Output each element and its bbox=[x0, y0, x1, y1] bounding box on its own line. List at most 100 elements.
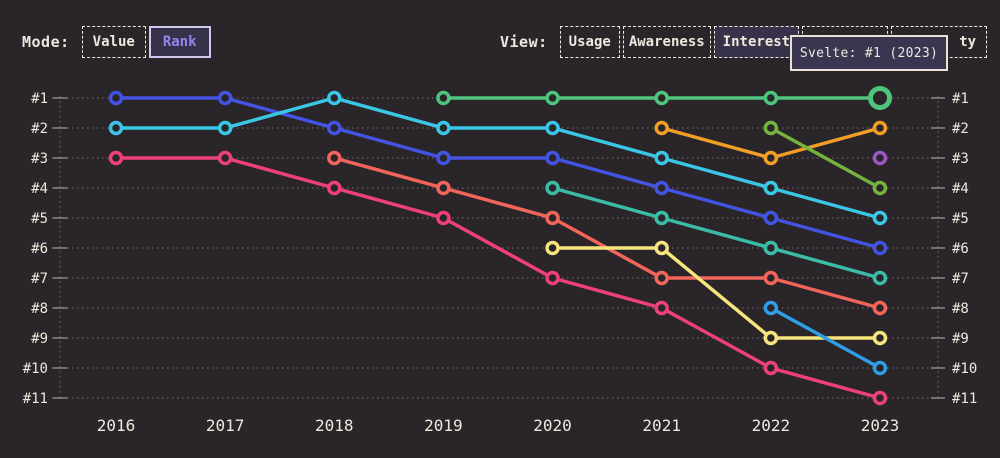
data-point-cyan-2020[interactable] bbox=[545, 120, 560, 136]
rank-label-left: #10 bbox=[23, 361, 48, 377]
series-line-coral bbox=[332, 156, 882, 310]
year-label: 2016 bbox=[97, 416, 136, 435]
data-point-teal-2022[interactable] bbox=[763, 240, 779, 256]
chart-tooltip-text: Svelte: #1 (2023) bbox=[799, 45, 939, 61]
data-point-teal-2020[interactable] bbox=[545, 180, 560, 196]
rank-label-left: #1 bbox=[31, 91, 48, 107]
data-point-blue-2023[interactable] bbox=[872, 240, 888, 256]
data-point-rose-2023[interactable] bbox=[872, 390, 888, 406]
data-point-Svelte-2023[interactable] bbox=[867, 86, 892, 110]
data-point-lime-2022[interactable] bbox=[763, 120, 779, 136]
data-point-teal-2021[interactable] bbox=[654, 210, 669, 226]
view-usage-button[interactable]: Usage bbox=[559, 26, 620, 58]
view-awareness-button[interactable]: Awareness bbox=[622, 26, 711, 58]
rank-label-right: #2 bbox=[952, 121, 969, 137]
data-point-rose-2020[interactable] bbox=[545, 270, 560, 286]
series-line-teal bbox=[550, 186, 882, 280]
rank-label-left: #3 bbox=[31, 151, 48, 167]
mode-rank-button[interactable]: Rank bbox=[148, 26, 211, 58]
rank-label-left: #9 bbox=[31, 331, 48, 347]
year-label: 2021 bbox=[642, 416, 681, 435]
data-point-rose-2021[interactable] bbox=[654, 300, 669, 316]
data-point-yellow-2023[interactable] bbox=[872, 330, 888, 346]
rank-label-left: #8 bbox=[31, 301, 48, 317]
rank-label-right: #5 bbox=[952, 211, 969, 227]
data-point-teal-2023[interactable] bbox=[872, 270, 888, 286]
data-point-cyan-2022[interactable] bbox=[763, 180, 779, 196]
data-point-rose-2016[interactable] bbox=[108, 150, 124, 166]
data-point-Svelte-2019[interactable] bbox=[436, 90, 451, 106]
series-line-lime bbox=[769, 126, 882, 190]
data-point-rose-2019[interactable] bbox=[436, 210, 451, 226]
toolbar: Mode: Value Rank View: Usage Awareness I… bbox=[0, 0, 1000, 80]
rank-label-left: #4 bbox=[31, 181, 48, 197]
data-point-sky-2023[interactable] bbox=[872, 360, 888, 376]
year-label: 2018 bbox=[315, 416, 354, 435]
data-point-cyan-2023[interactable] bbox=[872, 210, 888, 226]
rank-label-left: #11 bbox=[23, 391, 48, 407]
rank-label-right: #4 bbox=[952, 181, 969, 197]
mode-label: Mode: bbox=[22, 33, 70, 51]
view-label: View: bbox=[500, 33, 548, 51]
rank-label-left: #7 bbox=[31, 271, 48, 287]
data-point-yellow-2022[interactable] bbox=[763, 330, 779, 346]
rank-label-left: #2 bbox=[31, 121, 48, 137]
data-point-coral-2018[interactable] bbox=[327, 150, 342, 166]
data-point-orange-2023[interactable] bbox=[872, 120, 888, 136]
data-point-Svelte-2022[interactable] bbox=[763, 90, 779, 106]
data-point-rose-2017[interactable] bbox=[217, 150, 233, 166]
data-point-blue-2022[interactable] bbox=[763, 210, 779, 226]
view-interest-button[interactable]: Interest bbox=[713, 26, 800, 58]
rank-label-right: #8 bbox=[952, 301, 969, 317]
rank-label-right: #6 bbox=[952, 241, 969, 257]
rank-label-right: #3 bbox=[952, 151, 969, 167]
mode-switcher: Mode: Value Rank bbox=[22, 26, 211, 58]
rank-label-left: #5 bbox=[31, 211, 48, 227]
data-point-Svelte-2020[interactable] bbox=[545, 90, 560, 106]
data-point-blue-2018[interactable] bbox=[327, 120, 342, 136]
data-point-rose-2018[interactable] bbox=[327, 180, 342, 196]
data-point-yellow-2020[interactable] bbox=[545, 240, 560, 256]
rank-label-right: #7 bbox=[952, 271, 969, 287]
data-point-coral-2021[interactable] bbox=[654, 270, 669, 286]
year-label: 2019 bbox=[424, 416, 463, 435]
data-point-blue-2019[interactable] bbox=[436, 150, 451, 166]
series-line-sky bbox=[769, 306, 882, 370]
mode-value-button[interactable]: Value bbox=[81, 26, 146, 58]
data-point-coral-2022[interactable] bbox=[763, 270, 779, 286]
data-point-rose-2022[interactable] bbox=[763, 360, 779, 376]
rank-label-right: #9 bbox=[952, 331, 969, 347]
data-point-blue-2020[interactable] bbox=[545, 150, 560, 166]
data-point-purple-2023[interactable] bbox=[872, 150, 888, 166]
chart-tooltip: Svelte: #1 (2023) bbox=[790, 35, 948, 71]
rank-label-right: #10 bbox=[952, 361, 977, 377]
data-point-cyan-2016[interactable] bbox=[108, 120, 124, 136]
data-point-orange-2022[interactable] bbox=[763, 150, 779, 166]
rank-label-left: #6 bbox=[31, 241, 48, 257]
data-point-coral-2019[interactable] bbox=[436, 180, 451, 196]
data-point-yellow-2021[interactable] bbox=[654, 240, 669, 256]
data-point-cyan-2019[interactable] bbox=[436, 120, 451, 136]
data-point-orange-2021[interactable] bbox=[654, 120, 669, 136]
data-point-blue-2016[interactable] bbox=[108, 90, 124, 106]
data-point-cyan-2017[interactable] bbox=[217, 120, 233, 136]
data-point-coral-2023[interactable] bbox=[872, 300, 888, 316]
data-point-lime-2023[interactable] bbox=[872, 180, 888, 196]
data-point-coral-2020[interactable] bbox=[545, 210, 560, 226]
year-label: 2017 bbox=[206, 416, 245, 435]
year-label: 2023 bbox=[861, 416, 900, 435]
series-line-cyan bbox=[114, 96, 882, 220]
data-point-cyan-2018[interactable] bbox=[327, 90, 342, 106]
data-point-blue-2017[interactable] bbox=[217, 90, 233, 106]
year-label: 2022 bbox=[752, 416, 791, 435]
series-line-rose bbox=[114, 156, 882, 400]
data-point-cyan-2021[interactable] bbox=[654, 150, 669, 166]
rank-label-right: #1 bbox=[952, 91, 969, 107]
data-point-sky-2022[interactable] bbox=[763, 300, 779, 316]
data-point-Svelte-2021[interactable] bbox=[654, 90, 669, 106]
rank-label-right: #11 bbox=[952, 391, 977, 407]
series-line-blue bbox=[114, 96, 882, 250]
data-point-blue-2021[interactable] bbox=[654, 180, 669, 196]
year-label: 2020 bbox=[533, 416, 572, 435]
